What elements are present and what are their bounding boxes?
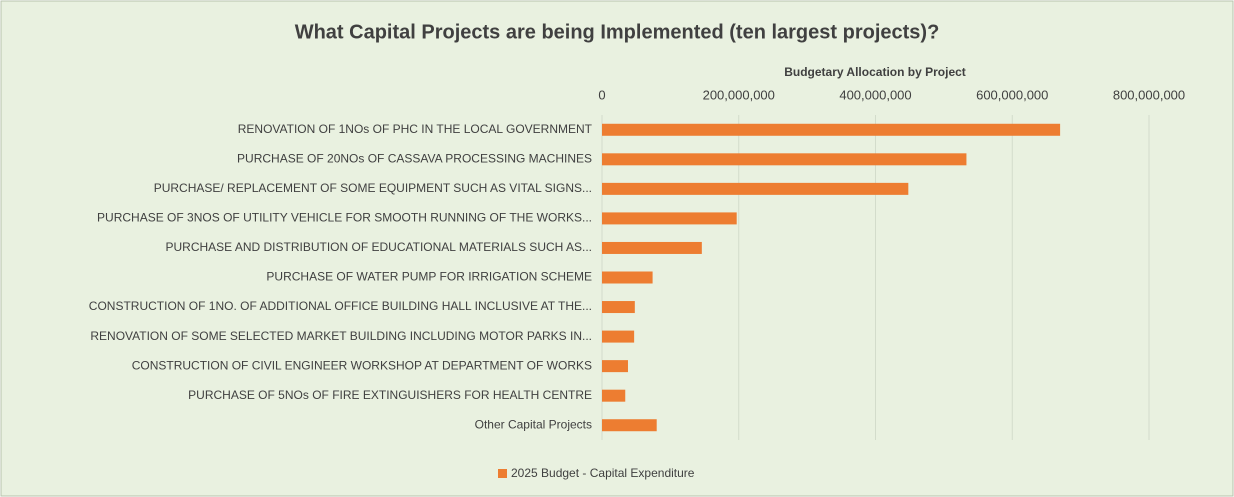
x-tick-label: 400,000,000: [839, 87, 911, 102]
y-tick-label: PURCHASE OF 3NOS OF UTILITY VEHICLE FOR …: [97, 211, 592, 225]
y-tick-label: RENOVATION OF SOME SELECTED MARKET BUILD…: [90, 329, 592, 343]
bar: [602, 419, 657, 432]
y-tick-label: PURCHASE OF 5NOs OF FIRE EXTINGUISHERS F…: [188, 388, 592, 402]
bar: [602, 123, 1061, 136]
x-tick-label: 0: [598, 87, 605, 102]
y-tick-label: PURCHASE/ REPLACEMENT OF SOME EQUIPMENT …: [154, 181, 592, 195]
y-tick-label: RENOVATION OF 1NOs OF PHC IN THE LOCAL G…: [238, 122, 593, 136]
y-tick-label: CONSTRUCTION OF CIVIL ENGINEER WORKSHOP …: [132, 358, 592, 372]
x-tick-label: 800,000,000: [1113, 87, 1185, 102]
bar: [602, 241, 702, 254]
y-tick-label: PURCHASE OF WATER PUMP FOR IRRIGATION SC…: [266, 270, 592, 284]
y-tick-label: CONSTRUCTION OF 1NO. OF ADDITIONAL OFFIC…: [89, 299, 592, 313]
bar: [602, 212, 737, 225]
bar: [602, 330, 635, 343]
legend-swatch: [498, 469, 507, 478]
bar: [602, 389, 626, 402]
bar: [602, 182, 909, 195]
bar: [602, 360, 628, 373]
y-tick-label: Other Capital Projects: [475, 417, 592, 431]
bar: [602, 153, 967, 166]
y-tick-label: PURCHASE AND DISTRIBUTION OF EDUCATIONAL…: [165, 240, 592, 254]
bar: [602, 271, 653, 284]
y-tick-label: PURCHASE OF 20NOs OF CASSAVA PROCESSING …: [237, 151, 592, 165]
x-axis-title: Budgetary Allocation by Project: [784, 65, 966, 79]
x-tick-label: 600,000,000: [976, 87, 1048, 102]
x-tick-label: 200,000,000: [703, 87, 775, 102]
legend-label: 2025 Budget - Capital Expenditure: [511, 466, 695, 480]
bar: [602, 301, 635, 314]
chart-title: What Capital Projects are being Implemen…: [295, 21, 940, 43]
